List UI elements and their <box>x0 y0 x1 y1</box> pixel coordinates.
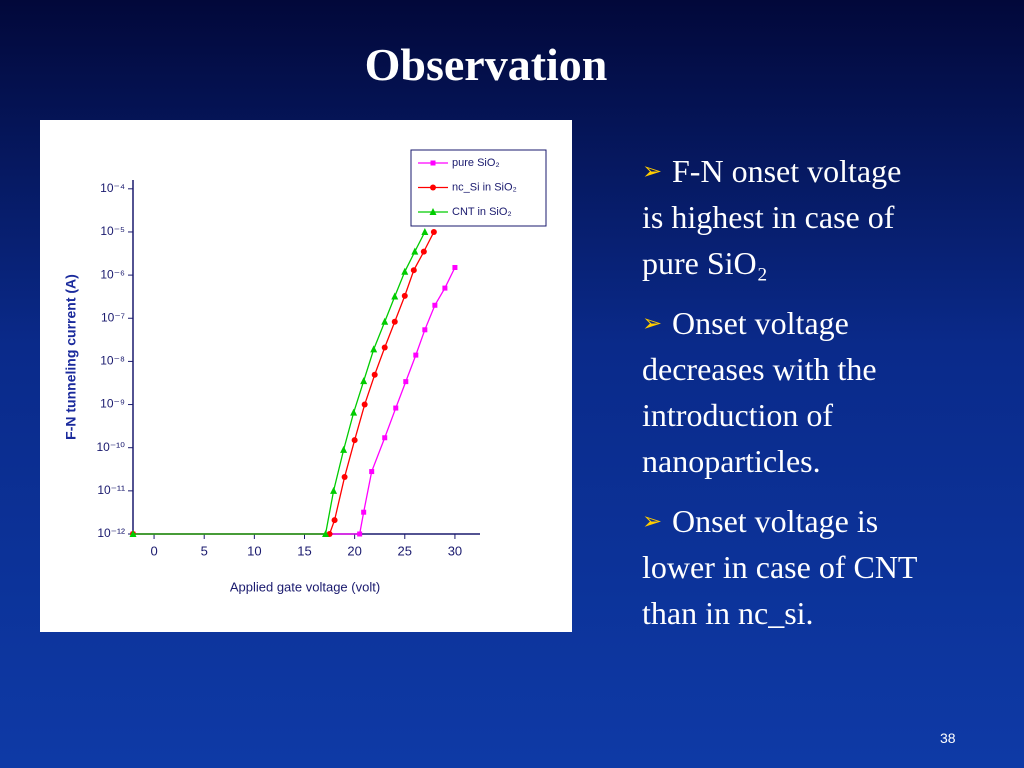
data-point <box>421 227 429 235</box>
y-tick-label: 10⁻⁹ <box>100 397 125 411</box>
data-point <box>351 437 358 444</box>
legend-marker <box>429 208 437 215</box>
bullet-line: is highest in case of <box>642 199 895 235</box>
data-point <box>391 318 398 325</box>
data-point <box>350 408 358 416</box>
data-point <box>361 401 368 408</box>
y-tick-label: 10⁻⁵ <box>100 224 125 238</box>
x-axis-label: Applied gate voltage (volt) <box>230 579 380 594</box>
legend-label: nc_Si in SiO₂ <box>452 181 517 193</box>
x-tick-label: 30 <box>448 543 462 558</box>
bullet-line: pure SiO₂ <box>642 245 768 281</box>
data-point <box>381 317 389 325</box>
data-point <box>442 285 448 291</box>
data-point <box>361 509 367 515</box>
data-point <box>129 530 137 537</box>
data-point <box>403 379 409 385</box>
data-point <box>422 327 428 333</box>
bullet-line: F-N onset voltage <box>672 153 902 189</box>
data-point <box>330 486 338 494</box>
data-point <box>331 517 338 524</box>
data-point <box>382 435 388 441</box>
y-tick-label: 10⁻⁷ <box>101 310 125 324</box>
x-tick-label: 20 <box>347 543 361 558</box>
y-tick-label: 10⁻⁶ <box>100 267 125 281</box>
data-point <box>369 469 375 475</box>
data-point <box>401 292 408 299</box>
x-tick-label: 15 <box>297 543 311 558</box>
data-point <box>401 267 409 275</box>
bullet-line: introduction of <box>642 397 834 433</box>
x-tick-label: 10 <box>247 543 261 558</box>
data-point <box>432 302 438 308</box>
legend-marker <box>430 184 436 191</box>
y-tick-label: 10⁻⁸ <box>100 354 125 368</box>
slide-title: Observation <box>364 39 608 90</box>
data-point <box>420 248 427 255</box>
page-number: 38 <box>940 730 956 746</box>
series-line <box>133 231 426 535</box>
y-tick-label: 10⁻⁴ <box>100 181 125 195</box>
data-point <box>322 530 330 537</box>
bullet-line: than in nc_si. <box>642 595 814 631</box>
data-point <box>381 344 388 351</box>
legend-label: pure SiO₂ <box>452 157 500 169</box>
data-point <box>360 377 368 385</box>
bullet: Onset voltage decreases with the introduct… <box>642 300 1012 484</box>
data-point <box>341 473 348 480</box>
bullet-line: nanoparticles. <box>642 443 821 479</box>
data-point <box>410 267 417 274</box>
data-point <box>413 352 419 358</box>
series-line <box>133 267 456 535</box>
x-tick-label: 5 <box>201 543 208 558</box>
x-tick-label: 0 <box>150 543 157 558</box>
y-tick-label: 10⁻¹⁰ <box>97 440 126 454</box>
bullet: Onset voltage is lower in case of CNT than… <box>642 498 1012 636</box>
data-point <box>430 228 437 235</box>
data-point <box>452 265 458 271</box>
data-point <box>391 292 399 300</box>
bullet-line: Onset voltage is <box>672 503 879 539</box>
y-axis-label: F-N tunneling current (A) <box>63 274 79 440</box>
data-point <box>340 445 348 453</box>
bullet: F-N onset voltage is highest in case of pu… <box>642 148 1012 286</box>
legend-label: CNT in SiO₂ <box>452 206 512 218</box>
chart: F-N tunneling current (A) Applied gate v… <box>40 120 572 632</box>
data-point <box>371 371 378 378</box>
data-point <box>393 405 399 411</box>
legend-marker <box>430 160 436 166</box>
y-tick-label: 10⁻¹² <box>97 526 125 540</box>
bullet-list: F-N onset voltage is highest in case of pu… <box>642 148 1012 650</box>
data-point <box>357 531 363 537</box>
bullet-line: lower in case of CNT <box>642 549 918 585</box>
x-tick-label: 25 <box>398 543 412 558</box>
data-point <box>411 247 419 255</box>
y-tick-label: 10⁻¹¹ <box>97 483 125 497</box>
bullet-line: Onset voltage <box>672 305 849 341</box>
bullet-line: decreases with the <box>642 351 877 387</box>
data-point <box>370 345 378 353</box>
